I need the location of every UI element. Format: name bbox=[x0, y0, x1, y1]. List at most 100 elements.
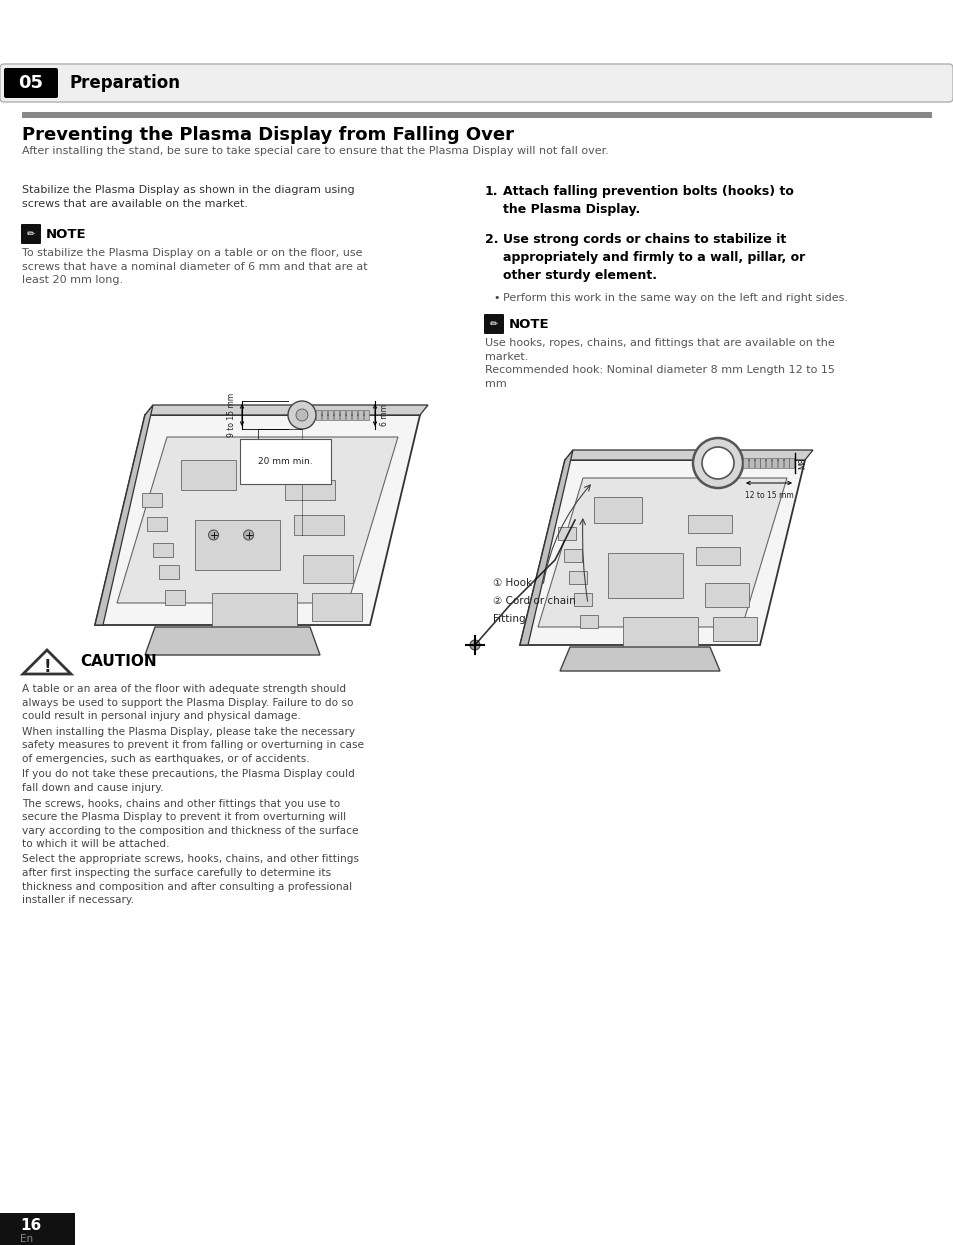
Circle shape bbox=[470, 640, 479, 650]
Polygon shape bbox=[145, 405, 428, 415]
Circle shape bbox=[243, 530, 253, 540]
Text: A table or an area of the floor with adequate strength should
always be used to : A table or an area of the floor with ade… bbox=[22, 684, 354, 721]
Polygon shape bbox=[519, 449, 573, 645]
Bar bbox=[754, 458, 759, 468]
Text: To stabilize the Plasma Display on a table or on the floor, use
screws that have: To stabilize the Plasma Display on a tab… bbox=[22, 248, 367, 285]
Text: After installing the stand, be sure to take special care to ensure that the Plas: After installing the stand, be sure to t… bbox=[22, 146, 608, 156]
Bar bbox=[788, 458, 794, 468]
Bar bbox=[765, 458, 770, 468]
Text: 2.: 2. bbox=[484, 233, 498, 247]
Text: 6 mm: 6 mm bbox=[380, 403, 389, 426]
Polygon shape bbox=[519, 459, 804, 645]
Bar bbox=[334, 410, 338, 420]
Text: Attach falling prevention bolts (hooks) to
the Plasma Display.: Attach falling prevention bolts (hooks) … bbox=[502, 186, 793, 215]
Bar bbox=[558, 527, 576, 540]
Text: Preventing the Plasma Display from Falling Over: Preventing the Plasma Display from Falli… bbox=[22, 126, 514, 144]
Text: ① Hook: ① Hook bbox=[493, 578, 532, 588]
Bar bbox=[622, 618, 698, 667]
Polygon shape bbox=[95, 415, 419, 625]
Text: Use hooks, ropes, chains, and fittings that are available on the
market.
Recomme: Use hooks, ropes, chains, and fittings t… bbox=[484, 337, 834, 388]
Bar bbox=[607, 553, 682, 598]
Bar bbox=[782, 458, 788, 468]
Bar bbox=[322, 410, 327, 420]
Bar bbox=[147, 517, 167, 532]
FancyBboxPatch shape bbox=[0, 63, 952, 102]
Bar bbox=[364, 410, 369, 420]
Bar bbox=[704, 583, 748, 608]
Polygon shape bbox=[145, 627, 319, 655]
Bar bbox=[777, 458, 782, 468]
Text: 1.: 1. bbox=[484, 186, 498, 198]
Text: 9 to 15 mm: 9 to 15 mm bbox=[227, 393, 236, 437]
Bar bbox=[315, 410, 320, 420]
Polygon shape bbox=[95, 405, 152, 625]
Text: Use strong cords or chains to stabilize it
appropriately and firmly to a wall, p: Use strong cords or chains to stabilize … bbox=[502, 233, 804, 283]
Text: NOTE: NOTE bbox=[46, 228, 87, 240]
FancyBboxPatch shape bbox=[483, 314, 503, 334]
Bar bbox=[312, 593, 362, 621]
Bar bbox=[696, 547, 740, 565]
Bar bbox=[357, 410, 363, 420]
Text: En: En bbox=[20, 1234, 33, 1244]
Polygon shape bbox=[117, 437, 397, 603]
Text: Stabilize the Plasma Display as shown in the diagram using
screws that are avail: Stabilize the Plasma Display as shown in… bbox=[22, 186, 355, 209]
Bar bbox=[346, 410, 351, 420]
Bar bbox=[294, 515, 343, 535]
Bar bbox=[285, 481, 335, 500]
Text: 05: 05 bbox=[18, 73, 44, 92]
Bar bbox=[594, 497, 641, 523]
Bar bbox=[352, 410, 356, 420]
Text: ② Cord or chain: ② Cord or chain bbox=[493, 596, 576, 606]
Bar bbox=[194, 520, 280, 570]
Text: The screws, hooks, chains and other fittings that you use to
secure the Plasma D: The screws, hooks, chains and other fitt… bbox=[22, 798, 358, 849]
Polygon shape bbox=[564, 449, 812, 459]
Text: 16: 16 bbox=[20, 1218, 41, 1233]
Text: CAUTION: CAUTION bbox=[80, 655, 156, 670]
Bar bbox=[748, 458, 753, 468]
Text: 12 to 15 mm: 12 to 15 mm bbox=[744, 491, 793, 500]
Text: ✏: ✏ bbox=[490, 319, 497, 329]
Text: •: • bbox=[493, 293, 499, 303]
Bar bbox=[742, 458, 747, 468]
Polygon shape bbox=[537, 478, 786, 627]
Bar bbox=[303, 555, 353, 583]
Bar bbox=[0, 1213, 75, 1245]
Text: Perform this work in the same way on the left and right sides.: Perform this work in the same way on the… bbox=[502, 293, 847, 303]
Text: NOTE: NOTE bbox=[509, 317, 549, 330]
Circle shape bbox=[209, 530, 218, 540]
Bar bbox=[563, 549, 581, 561]
Circle shape bbox=[692, 438, 742, 488]
Circle shape bbox=[701, 447, 733, 479]
Bar bbox=[760, 458, 764, 468]
Bar bbox=[339, 410, 345, 420]
Bar bbox=[153, 543, 173, 557]
Bar bbox=[713, 618, 757, 641]
Polygon shape bbox=[23, 650, 71, 674]
Circle shape bbox=[288, 401, 315, 430]
Bar bbox=[180, 459, 235, 491]
FancyBboxPatch shape bbox=[21, 224, 41, 244]
Bar bbox=[328, 410, 333, 420]
Bar bbox=[688, 515, 732, 533]
Polygon shape bbox=[559, 647, 720, 671]
Bar bbox=[165, 590, 185, 605]
Text: Select the appropriate screws, hooks, chains, and other fittings
after first ins: Select the appropriate screws, hooks, ch… bbox=[22, 854, 358, 905]
Bar bbox=[141, 493, 161, 507]
Text: ✏: ✏ bbox=[27, 229, 35, 239]
Bar bbox=[574, 593, 592, 606]
Text: !: ! bbox=[43, 659, 51, 676]
Bar bbox=[213, 593, 297, 651]
Bar bbox=[158, 565, 178, 579]
Text: Preparation: Preparation bbox=[70, 73, 181, 92]
Text: When installing the Plasma Display, please take the necessary
safety measures to: When installing the Plasma Display, plea… bbox=[22, 727, 364, 763]
Text: M8: M8 bbox=[798, 457, 806, 468]
Bar bbox=[771, 458, 776, 468]
Text: If you do not take these precautions, the Plasma Display could
fall down and cau: If you do not take these precautions, th… bbox=[22, 769, 355, 793]
FancyBboxPatch shape bbox=[4, 68, 58, 98]
Bar bbox=[22, 112, 931, 118]
Text: 20 mm min.: 20 mm min. bbox=[257, 457, 313, 466]
Bar bbox=[579, 615, 598, 627]
Text: Fitting: Fitting bbox=[493, 614, 525, 624]
Bar bbox=[568, 571, 586, 584]
Circle shape bbox=[295, 410, 308, 421]
